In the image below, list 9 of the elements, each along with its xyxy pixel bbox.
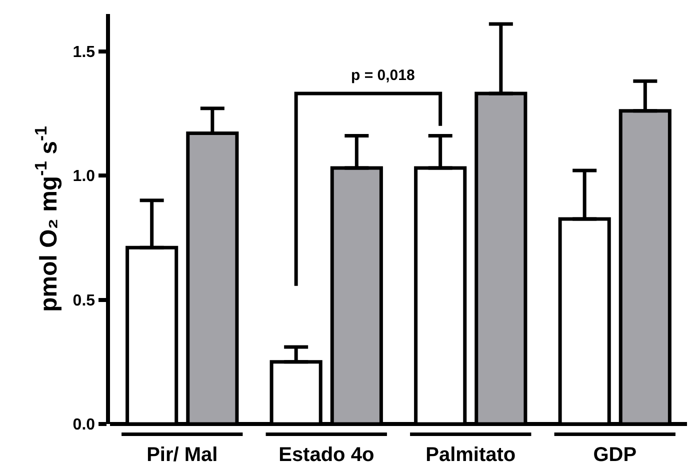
x-tick-label: GDP [593, 444, 637, 466]
y-tick-label: 0.0 [72, 416, 96, 434]
y-tick-label: 1.5 [72, 44, 96, 61]
x-tick-label: Estado 4o [278, 444, 374, 466]
y-tick-label: 0.5 [72, 292, 96, 310]
x-tick-label: Pir/ Mal [146, 444, 218, 466]
x-tick-label: Palmitato [426, 444, 516, 466]
y-tick-label: 1.0 [72, 168, 96, 186]
annotation: p = 0,018 [351, 67, 415, 84]
